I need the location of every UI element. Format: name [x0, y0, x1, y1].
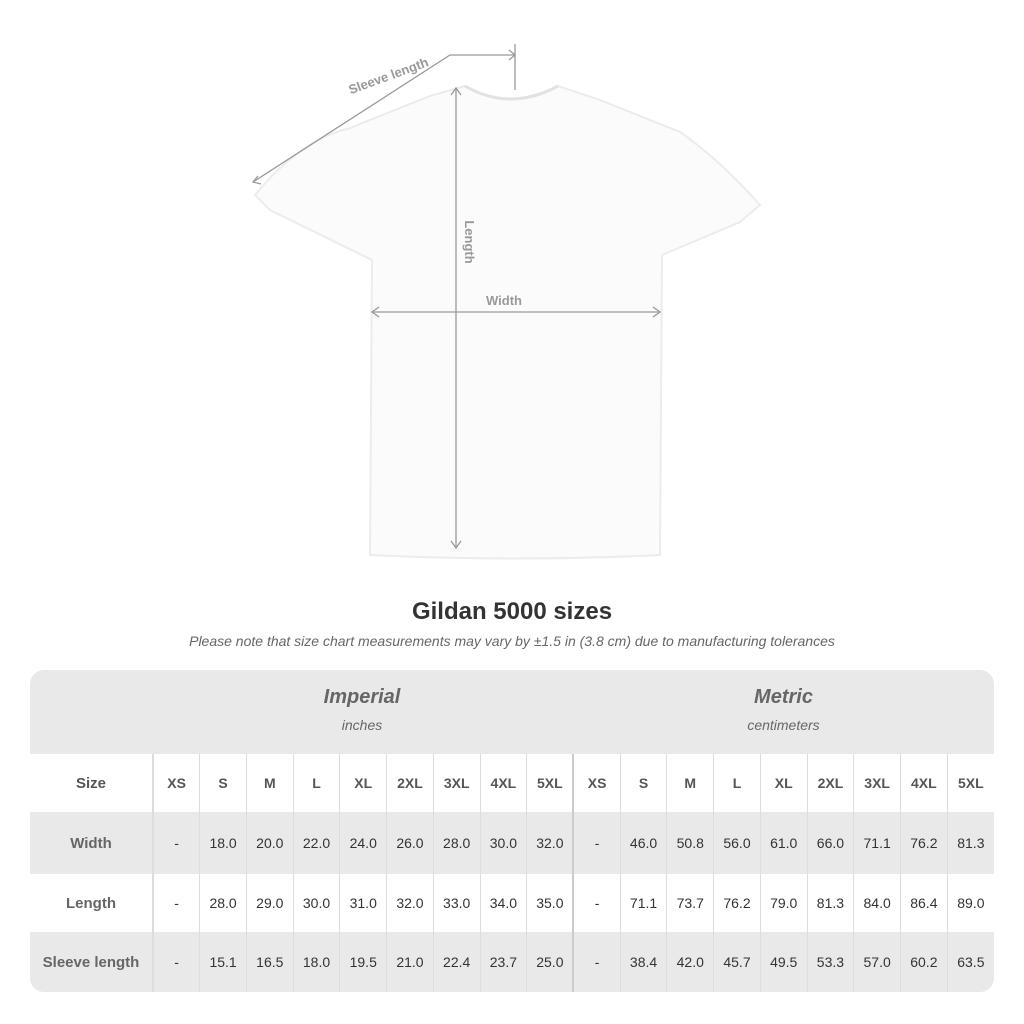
metric-value: 56.0: [713, 812, 761, 874]
metric-value: 86.4: [900, 874, 948, 932]
metric-value: 63.5: [946, 932, 994, 992]
metric-size-header: L: [713, 754, 761, 812]
size-grid: Size XS S M L XL 2XL 3XL 4XL 5XL XS S M L XL 2XL 3XL 4XL 5…: [30, 754, 994, 992]
imperial-size-header: 4XL: [479, 754, 527, 812]
imperial-size-header: 2XL: [386, 754, 434, 812]
imperial-value: 22.0: [292, 812, 340, 874]
metric-value: 42.0: [666, 932, 714, 992]
imperial-value: 35.0: [526, 874, 574, 932]
metric-value: 50.8: [666, 812, 714, 874]
imperial-value: 19.5: [339, 932, 387, 992]
row-label: Length: [30, 874, 154, 932]
metric-size-header: 5XL: [946, 754, 994, 812]
imperial-value: 24.0: [339, 812, 387, 874]
metric-value: 71.1: [853, 812, 901, 874]
row-label: Width: [30, 812, 154, 874]
metric-size-header: 2XL: [806, 754, 854, 812]
imperial-title: Imperial: [323, 686, 401, 708]
metric-size-header: XL: [759, 754, 808, 812]
imperial-value: 25.0: [526, 932, 574, 992]
imperial-value: 29.0: [245, 874, 294, 932]
imperial-value: 16.5: [245, 932, 294, 992]
imperial-value: 28.0: [432, 812, 481, 874]
imperial-value: 18.0: [292, 932, 340, 992]
imperial-header: Imperial inches: [152, 686, 572, 733]
imperial-size-header: M: [245, 754, 294, 812]
imperial-value: 18.0: [199, 812, 247, 874]
metric-value: 61.0: [759, 812, 808, 874]
width-label: Width: [486, 293, 522, 308]
metric-value: -: [572, 812, 621, 874]
metric-value: 38.4: [619, 932, 667, 992]
imperial-unit: inches: [341, 717, 383, 733]
imperial-size-header: L: [292, 754, 340, 812]
imperial-value: 30.0: [479, 812, 527, 874]
metric-header: Metric centimeters: [573, 686, 994, 733]
metric-size-header: S: [619, 754, 667, 812]
imperial-size-header: XL: [339, 754, 387, 812]
metric-value: 81.3: [806, 874, 854, 932]
metric-value: 45.7: [713, 932, 761, 992]
metric-size-header: 4XL: [900, 754, 948, 812]
imperial-value: 22.4: [432, 932, 481, 992]
imperial-value: 28.0: [199, 874, 247, 932]
length-label: Length: [462, 220, 477, 263]
size-table: Imperial inches Metric centimeters Size X…: [30, 670, 994, 992]
size-header-row: Size XS S M L XL 2XL 3XL 4XL 5XL XS S M L XL 2XL 3XL 4XL 5…: [30, 754, 994, 812]
chart-title: Gildan 5000 sizes: [411, 598, 613, 625]
imperial-value: -: [152, 874, 200, 932]
metric-value: 60.2: [900, 932, 948, 992]
table-row: Length -28.0 29.0 30.0 31.0 32.0 33.0 34.0 35.0-…: [30, 874, 994, 932]
metric-size-header: M: [666, 754, 714, 812]
metric-value: 89.0: [946, 874, 994, 932]
imperial-value: 34.0: [479, 874, 527, 932]
metric-value: 79.0: [759, 874, 808, 932]
imperial-value: 23.7: [479, 932, 527, 992]
metric-value: -: [572, 932, 621, 992]
metric-value: 49.5: [759, 932, 808, 992]
metric-value: 81.3: [946, 812, 994, 874]
size-label: Size: [30, 754, 154, 812]
metric-value: 84.0: [853, 874, 901, 932]
imperial-size-header: S: [199, 754, 247, 812]
metric-value: 53.3: [806, 932, 854, 992]
metric-value: 46.0: [619, 812, 667, 874]
imperial-value: 31.0: [339, 874, 387, 932]
imperial-value: 32.0: [526, 812, 574, 874]
imperial-value: 20.0: [245, 812, 294, 874]
metric-value: -: [572, 874, 621, 932]
metric-value: 76.2: [713, 874, 761, 932]
imperial-value: 32.0: [386, 874, 434, 932]
metric-unit: centimeters: [747, 717, 820, 733]
table-row: Sleeve length -15.1 16.5 18.0 19.5 21.0 22.4 23…: [30, 932, 994, 992]
imperial-value: -: [152, 812, 200, 874]
imperial-value: 15.1: [199, 932, 247, 992]
metric-value: 66.0: [806, 812, 854, 874]
tolerance-note: Please note that size chart measurements…: [189, 633, 835, 649]
metric-value: 71.1: [619, 874, 667, 932]
imperial-size-header: 3XL: [432, 754, 481, 812]
metric-size-header: XS: [572, 754, 621, 812]
imperial-value: 26.0: [386, 812, 434, 874]
metric-value: 76.2: [900, 812, 948, 874]
imperial-value: 21.0: [386, 932, 434, 992]
imperial-value: -: [152, 932, 200, 992]
metric-value: 73.7: [666, 874, 714, 932]
imperial-size-header: XS: [152, 754, 200, 812]
metric-title: Metric: [754, 686, 813, 708]
table-row: Width -18.0 20.0 22.0 24.0 26.0 28.0 30.0 32.0-4…: [30, 812, 994, 874]
imperial-value: 30.0: [292, 874, 340, 932]
imperial-value: 33.0: [432, 874, 481, 932]
measurement-lines: [251, 44, 662, 550]
row-label: Sleeve length: [30, 932, 154, 992]
tshirt-diagram: Sleeve length Length Width: [251, 44, 762, 560]
metric-value: 57.0: [853, 932, 901, 992]
imperial-size-header: 5XL: [526, 754, 574, 812]
tshirt-image: [253, 84, 762, 560]
metric-size-header: 3XL: [853, 754, 901, 812]
